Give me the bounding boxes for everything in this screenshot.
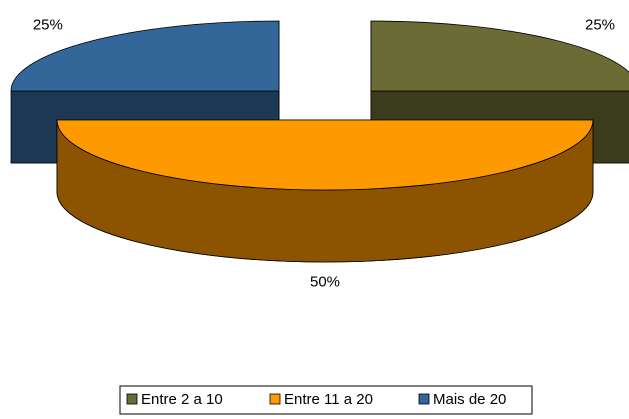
slice [56, 119, 594, 191]
data-label: 50% [310, 273, 340, 290]
legend-label: Entre 11 a 20 [284, 391, 373, 408]
legend-label: Mais de 20 [433, 391, 506, 408]
slice [10, 20, 280, 92]
data-label: 25% [585, 17, 615, 34]
data-label: 25% [33, 17, 63, 34]
slice [370, 20, 629, 92]
legend-swatch [126, 393, 138, 405]
legend-swatch [418, 393, 430, 405]
legend-label: Entre 2 a 10 [141, 391, 223, 408]
legend-swatch [269, 393, 281, 405]
legend-box [119, 385, 533, 415]
